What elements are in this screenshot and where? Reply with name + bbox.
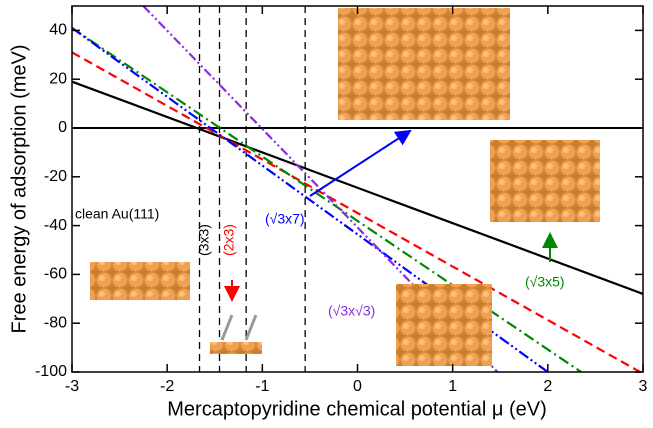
series-label: (√3x√3)	[328, 303, 375, 319]
x-tick-label: 2	[543, 378, 552, 395]
annotation: (3x3)	[196, 224, 212, 256]
chart: Mercaptopyridine chemical potential μ (e…	[0, 0, 653, 428]
surface-image	[90, 262, 190, 300]
structure-image	[490, 140, 600, 222]
y-tick-label: 20	[49, 70, 67, 87]
y-tick-label: 40	[49, 22, 67, 39]
y-tick-label: -60	[44, 266, 67, 283]
x-tick-label: -2	[160, 378, 174, 395]
series-label: (√3x5)	[525, 274, 565, 290]
arrow	[310, 131, 410, 196]
series-label: (2x3)	[221, 224, 237, 256]
x-tick-label: -3	[65, 378, 79, 395]
structure-image	[338, 8, 510, 120]
x-tick-label: 3	[639, 378, 648, 395]
y-tick-label: 0	[58, 119, 67, 136]
x-axis-label: Mercaptopyridine chemical potential μ (e…	[167, 398, 546, 420]
x-tick-label: 1	[448, 378, 457, 395]
structure-image	[396, 284, 492, 366]
x-tick-label: -1	[255, 378, 269, 395]
surface-image	[210, 342, 262, 354]
molecules	[222, 315, 256, 340]
y-tick-label: -80	[44, 314, 67, 331]
series-label: clean Au(111)	[75, 206, 159, 222]
x-tick-label: 0	[353, 378, 362, 395]
y-tick-label: -40	[44, 217, 67, 234]
y-axis-label: Free energy of adsorption (meV)	[8, 44, 30, 333]
y-tick-label: -100	[35, 363, 67, 380]
series-label: (√3x7)	[265, 211, 305, 227]
y-tick-label: -20	[44, 168, 67, 185]
